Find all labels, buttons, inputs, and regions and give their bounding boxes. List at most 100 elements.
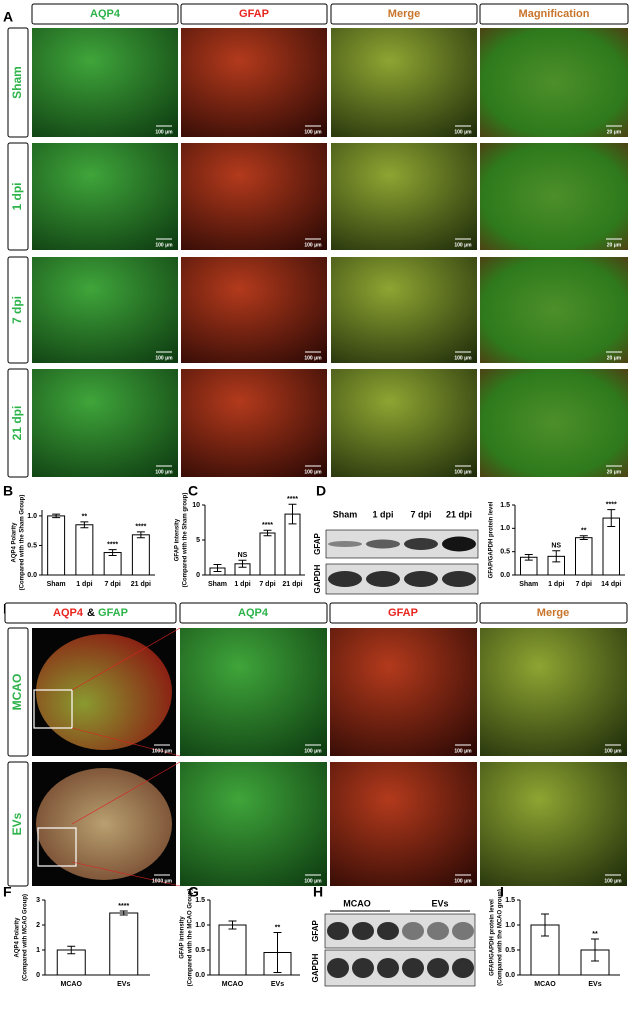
panel-letter: H [313, 884, 323, 900]
bar [575, 537, 593, 576]
x-tick-label: 21 dpi [131, 581, 151, 588]
column-header: AQP4 [238, 607, 269, 619]
y-tick-label: 0.5 [195, 947, 205, 954]
bar [131, 534, 150, 576]
y-tick-label: 1.0 [500, 525, 510, 532]
blot-strip [324, 913, 476, 949]
blot-band [442, 536, 476, 552]
scale-bar-label: 100 μm [304, 469, 322, 475]
column-header-box [31, 3, 179, 25]
panel-letter: G [188, 884, 199, 900]
scale-bar-label: 100 μm [155, 469, 173, 475]
lane-label: Sham [333, 509, 358, 519]
blot-band [366, 571, 400, 587]
column-header: GFAP [388, 607, 418, 619]
micrograph [180, 628, 327, 756]
error-bar [541, 913, 549, 937]
x-tick-label: EVs [271, 981, 284, 988]
micrograph [480, 257, 628, 363]
panel-letter: C [188, 483, 198, 499]
protein-label: GFAP [313, 532, 322, 554]
scale-bar-label: 100 μm [304, 748, 322, 754]
error-bar [238, 559, 247, 568]
error-bar [136, 531, 145, 539]
y-axis-label: AQP4 Polarity [12, 522, 18, 563]
blot-band [427, 922, 449, 940]
zoom-line [71, 727, 181, 757]
column-header-box [330, 3, 478, 25]
micrograph [480, 369, 628, 477]
scale-bar-label: 100 μm [304, 878, 322, 884]
micrograph [32, 257, 178, 363]
row-label: 7 dpi [10, 296, 24, 324]
row-label: 21 dpi [10, 406, 24, 441]
significance: NS [551, 543, 561, 550]
row-label-box [7, 761, 29, 887]
micrograph [330, 762, 477, 886]
y-tick-label: 0.0 [505, 972, 515, 979]
column-header: GFAP [98, 607, 128, 619]
scale-bar-label: 100 μm [155, 355, 173, 361]
significance: **** [135, 524, 146, 531]
blot-band [327, 958, 349, 978]
column-header-box [479, 3, 629, 25]
column-header: GFAP [239, 8, 269, 20]
blot-band [402, 958, 424, 978]
y-tick-label: 3 [36, 897, 40, 904]
error-bar [108, 549, 117, 556]
brain-section [36, 768, 172, 880]
micrograph [331, 28, 477, 137]
column-header-box [4, 602, 177, 624]
significance: ** [275, 924, 281, 931]
row-label-box [7, 27, 29, 138]
column-header: AQP4 [53, 607, 84, 619]
y-tick-label: 1.0 [27, 513, 37, 520]
blot-band [402, 922, 424, 940]
y-tick-label: 0.5 [505, 947, 515, 954]
panel-letter: F [3, 884, 12, 900]
error-bar [67, 945, 76, 955]
scale-bar-label: 1000 μm [152, 878, 173, 884]
protein-label: GAPDH [313, 564, 322, 593]
micrograph [331, 143, 477, 250]
significance: **** [287, 496, 298, 503]
error-bar [119, 910, 128, 916]
scale-bar-label: 100 μm [454, 242, 472, 248]
micrograph [181, 28, 327, 137]
x-tick-label: Sham [519, 581, 538, 588]
column-header: AQP4 [90, 8, 121, 20]
column-header-box [179, 602, 328, 624]
lane-label: 7 dpi [410, 509, 431, 519]
blot-band [404, 538, 438, 550]
y-axis-label: GFAP intensity [175, 518, 181, 561]
bar [259, 532, 276, 576]
x-tick-label: 7 dpi [576, 581, 592, 588]
zoom-line [71, 761, 181, 825]
brain-section [36, 634, 172, 750]
blot-band [377, 922, 399, 940]
error-bar [591, 938, 599, 962]
zoom-line [71, 627, 181, 691]
error-bar [273, 932, 282, 973]
error-bar [579, 535, 588, 541]
bar [109, 912, 139, 976]
bar [218, 924, 247, 976]
blot-band [427, 958, 449, 978]
row-label: MCAO [10, 674, 24, 711]
error-bar [288, 503, 297, 525]
panel-letter: A [3, 9, 13, 25]
error-bar [263, 529, 272, 537]
column-header-box [479, 602, 628, 624]
column-header-box [180, 3, 328, 25]
y-tick-label: 0.5 [27, 542, 37, 549]
bar [75, 524, 94, 576]
scale-bar-label: 100 μm [454, 748, 472, 754]
error-bar [607, 509, 616, 527]
scale-bar-label: 100 μm [454, 469, 472, 475]
column-header-box [329, 602, 478, 624]
scale-bar-label: 100 μm [454, 355, 472, 361]
y-tick-label: 0.0 [27, 572, 37, 579]
scale-bar-label: 100 μm [155, 129, 173, 135]
group-label: EVs [431, 898, 448, 908]
blot-band [328, 571, 362, 587]
